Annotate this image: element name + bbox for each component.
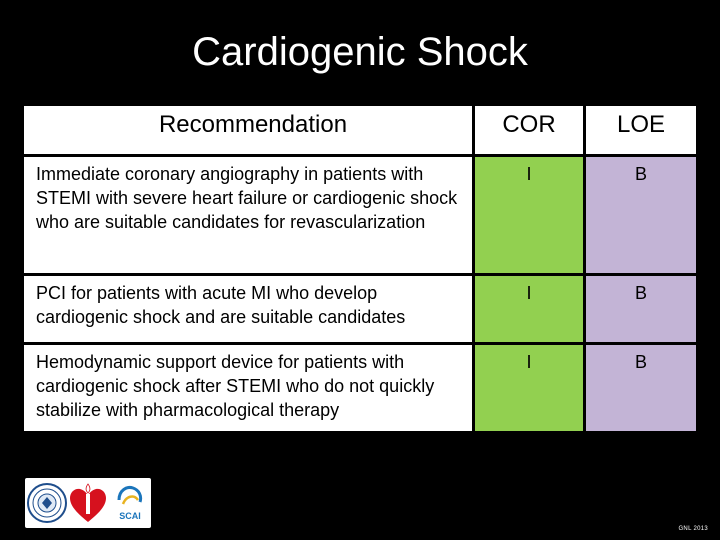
header-recommendation: Recommendation <box>24 106 472 154</box>
acc-seal-icon <box>27 483 67 523</box>
society-logos: SCAI <box>25 478 151 528</box>
table-row-1-recommendation: Immediate coronary angiography in patien… <box>24 157 472 273</box>
table-row-3-cor: I <box>475 345 583 431</box>
source-note: GNL 2013 <box>678 526 708 532</box>
table-row-2-loe: B <box>586 276 696 342</box>
table-row-1-cor: I <box>475 157 583 273</box>
table-row-3-recommendation: Hemodynamic support device for patients … <box>24 345 472 431</box>
scai-logo-text: SCAI <box>119 511 141 521</box>
scai-logo-icon <box>117 486 143 505</box>
header-cor: COR <box>475 106 583 154</box>
aha-heart-torch-icon <box>70 483 106 522</box>
recommendation-table: Recommendation COR LOE Immediate coronar… <box>24 106 696 431</box>
table-row-2-cor: I <box>475 276 583 342</box>
table-row-1-loe: B <box>586 157 696 273</box>
slide-title: Cardiogenic Shock <box>192 30 528 74</box>
table-row-3-loe: B <box>586 345 696 431</box>
table-row-2-recommendation: PCI for patients with acute MI who devel… <box>24 276 472 342</box>
header-loe: LOE <box>586 106 696 154</box>
